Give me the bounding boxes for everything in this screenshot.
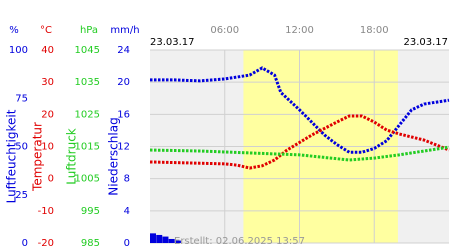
y-tick-label: 0 — [124, 238, 130, 249]
y-tick-label: 1015 — [75, 142, 100, 153]
axis-name: Luftdruck — [65, 128, 79, 185]
y-tick-label: 25 — [15, 190, 28, 201]
y-tick-label: 4 — [124, 206, 130, 217]
x-tick-label: 06:00 — [210, 25, 239, 36]
axis-unit: hPa — [80, 25, 98, 36]
end-date: 23.03.17 — [403, 37, 448, 48]
y-tick-label: 1045 — [75, 45, 100, 56]
y-tick-label: 0 — [48, 174, 54, 185]
axis-name: Temperatur — [31, 122, 45, 192]
axis-name: Niederschlag — [107, 117, 121, 195]
axis-unit: mm/h — [110, 25, 139, 36]
x-tick-label: 12:00 — [285, 25, 314, 36]
x-tick-label: 18:00 — [360, 25, 389, 36]
y-tick-label: 16 — [117, 109, 130, 120]
y-tick-label: 20 — [41, 109, 54, 120]
precip-bar — [174, 240, 181, 243]
precip-bar — [168, 238, 175, 243]
axis-name: Luftfeuchtigkeit — [5, 109, 19, 203]
precip-bar — [150, 233, 156, 243]
y-tick-label: 1005 — [75, 174, 100, 185]
series-line — [149, 114, 450, 170]
y-tick-label: 24 — [117, 45, 130, 56]
y-tick-label: 985 — [81, 238, 100, 249]
y-tick-label: 12 — [117, 142, 130, 153]
precip-bar — [156, 234, 163, 243]
y-tick-label: 40 — [41, 45, 54, 56]
series-line — [150, 66, 450, 154]
y-tick-label: 75 — [15, 93, 28, 104]
y-tick-label: 1035 — [75, 77, 100, 88]
axis-unit: % — [9, 25, 19, 36]
series-line — [149, 145, 450, 162]
start-date: 23.03.17 — [150, 37, 195, 48]
y-tick-label: 20 — [117, 77, 130, 88]
y-tick-label: 50 — [15, 142, 28, 153]
axis-unit: °C — [40, 25, 52, 36]
y-tick-label: 8 — [124, 174, 130, 185]
created-note: Erstellt: 02.06.2025 13:57 — [174, 236, 305, 247]
y-tick-label: 995 — [81, 206, 100, 217]
y-tick-label: -20 — [38, 238, 54, 249]
precip-bar — [162, 236, 169, 243]
y-tick-label: 100 — [9, 45, 28, 56]
y-tick-label: 0 — [22, 238, 28, 249]
y-tick-label: -10 — [38, 206, 54, 217]
y-tick-label: 1025 — [75, 109, 100, 120]
y-tick-label: 30 — [41, 77, 54, 88]
y-tick-label: 10 — [41, 142, 54, 153]
